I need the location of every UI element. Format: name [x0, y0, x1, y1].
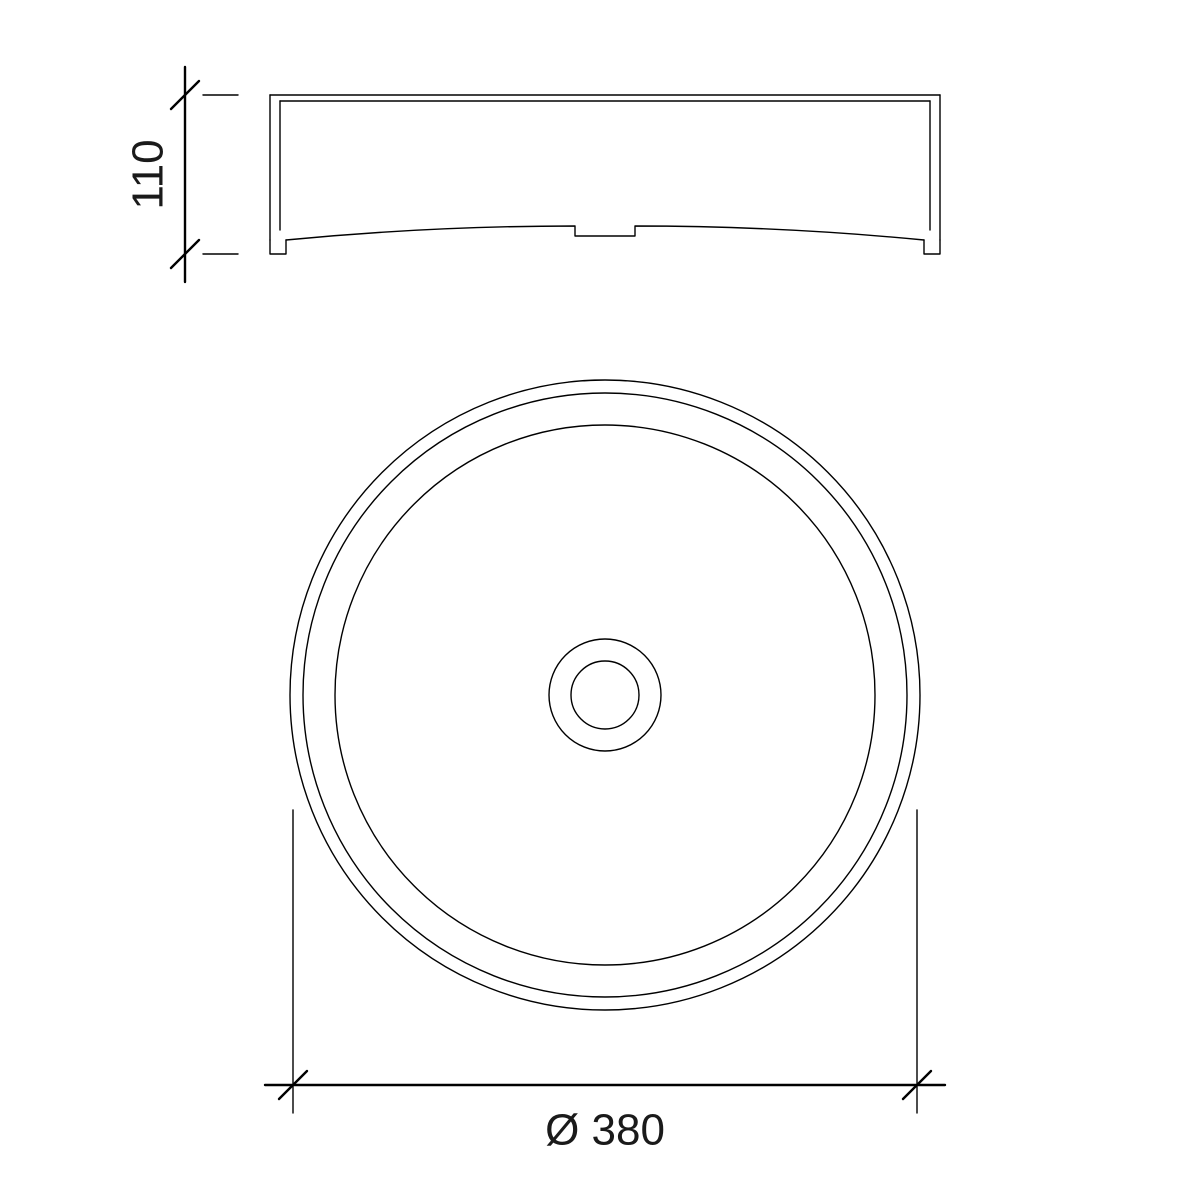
dimension-height: [171, 67, 238, 282]
dimension-diameter-label: Ø 380: [545, 1106, 665, 1155]
dimension-height-label: 110: [124, 139, 173, 209]
side-view: [270, 95, 940, 254]
dimension-diameter: [265, 810, 945, 1113]
top-view: [290, 380, 920, 1010]
